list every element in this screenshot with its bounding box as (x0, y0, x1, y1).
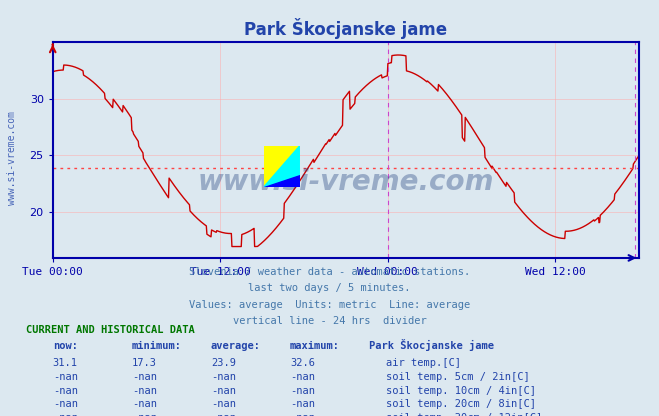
Text: -nan: -nan (211, 399, 236, 409)
Text: www.si-vreme.com: www.si-vreme.com (198, 168, 494, 196)
Text: -nan: -nan (290, 386, 315, 396)
Text: Values: average  Units: metric  Line: average: Values: average Units: metric Line: aver… (189, 300, 470, 310)
Text: -nan: -nan (132, 413, 157, 416)
Text: -nan: -nan (211, 386, 236, 396)
Text: vertical line - 24 hrs  divider: vertical line - 24 hrs divider (233, 317, 426, 327)
Text: 23.9: 23.9 (211, 358, 236, 368)
Text: soil temp. 20cm / 8in[C]: soil temp. 20cm / 8in[C] (386, 399, 536, 409)
Polygon shape (264, 146, 300, 187)
Text: maximum:: maximum: (290, 342, 340, 352)
Text: last two days / 5 minutes.: last two days / 5 minutes. (248, 283, 411, 293)
Text: average:: average: (211, 342, 261, 352)
Text: air temp.[C]: air temp.[C] (386, 358, 461, 368)
Text: -nan: -nan (132, 372, 157, 382)
Text: 32.6: 32.6 (290, 358, 315, 368)
Text: soil temp. 30cm / 12in[C]: soil temp. 30cm / 12in[C] (386, 413, 542, 416)
Text: CURRENT AND HISTORICAL DATA: CURRENT AND HISTORICAL DATA (26, 325, 195, 335)
Text: Park Škocjanske jame: Park Škocjanske jame (369, 339, 494, 352)
Text: Slovenia / weather data - automatic stations.: Slovenia / weather data - automatic stat… (189, 267, 470, 277)
Polygon shape (264, 175, 300, 187)
Text: 17.3: 17.3 (132, 358, 157, 368)
Text: -nan: -nan (132, 399, 157, 409)
Text: -nan: -nan (53, 399, 78, 409)
Text: -nan: -nan (290, 372, 315, 382)
Title: Park Škocjanske jame: Park Škocjanske jame (244, 17, 447, 39)
Text: -nan: -nan (53, 413, 78, 416)
Text: -nan: -nan (53, 372, 78, 382)
Text: -nan: -nan (290, 399, 315, 409)
Text: soil temp. 10cm / 4in[C]: soil temp. 10cm / 4in[C] (386, 386, 536, 396)
Polygon shape (264, 146, 300, 187)
Text: minimum:: minimum: (132, 342, 182, 352)
Text: -nan: -nan (132, 386, 157, 396)
Text: -nan: -nan (290, 413, 315, 416)
Text: -nan: -nan (211, 413, 236, 416)
Text: www.si-vreme.com: www.si-vreme.com (7, 111, 16, 205)
Text: soil temp. 5cm / 2in[C]: soil temp. 5cm / 2in[C] (386, 372, 529, 382)
Text: -nan: -nan (211, 372, 236, 382)
Text: -nan: -nan (53, 386, 78, 396)
Text: now:: now: (53, 342, 78, 352)
Text: 31.1: 31.1 (53, 358, 78, 368)
